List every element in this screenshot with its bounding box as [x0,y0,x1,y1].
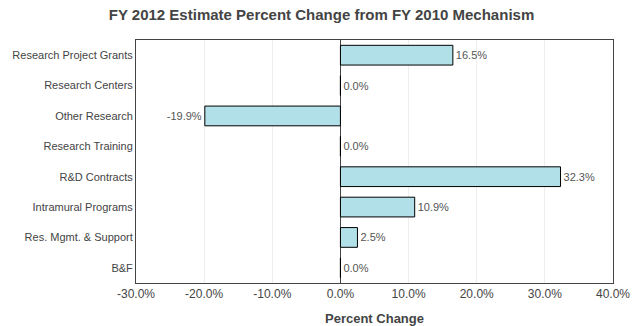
svg-text:32.3%: 32.3% [564,171,595,183]
svg-text:Research Centers: Research Centers [44,79,133,91]
svg-text:-19.9%: -19.9% [167,110,202,122]
svg-text:B&F: B&F [111,262,133,274]
svg-text:FY 2012 Estimate Percent Chang: FY 2012 Estimate Percent Change from FY … [109,6,534,23]
svg-text:30.0%: 30.0% [528,287,562,301]
svg-text:Percent Change: Percent Change [325,311,424,326]
svg-text:20.0%: 20.0% [460,287,494,301]
svg-text:Other Research: Other Research [55,110,133,122]
svg-text:Research Training: Research Training [44,140,133,152]
svg-text:0.0%: 0.0% [327,287,355,301]
svg-text:0.0%: 0.0% [343,80,368,92]
svg-text:R&D Contracts: R&D Contracts [59,171,133,183]
svg-text:10.0%: 10.0% [392,287,426,301]
svg-text:16.5%: 16.5% [456,49,487,61]
svg-text:Intramural Programs: Intramural Programs [33,201,134,213]
svg-text:-20.0%: -20.0% [185,287,223,301]
svg-text:-10.0%: -10.0% [253,287,291,301]
svg-text:2.5%: 2.5% [360,231,385,243]
svg-text:10.9%: 10.9% [418,201,449,213]
svg-text:0.0%: 0.0% [343,262,368,274]
svg-text:Res. Mgmt. & Support: Res. Mgmt. & Support [25,231,133,243]
svg-text:0.0%: 0.0% [343,140,368,152]
svg-text:Research Project Grants: Research Project Grants [12,49,133,61]
svg-text:-30.0%: -30.0% [117,287,155,301]
svg-text:40.0%: 40.0% [596,287,630,301]
